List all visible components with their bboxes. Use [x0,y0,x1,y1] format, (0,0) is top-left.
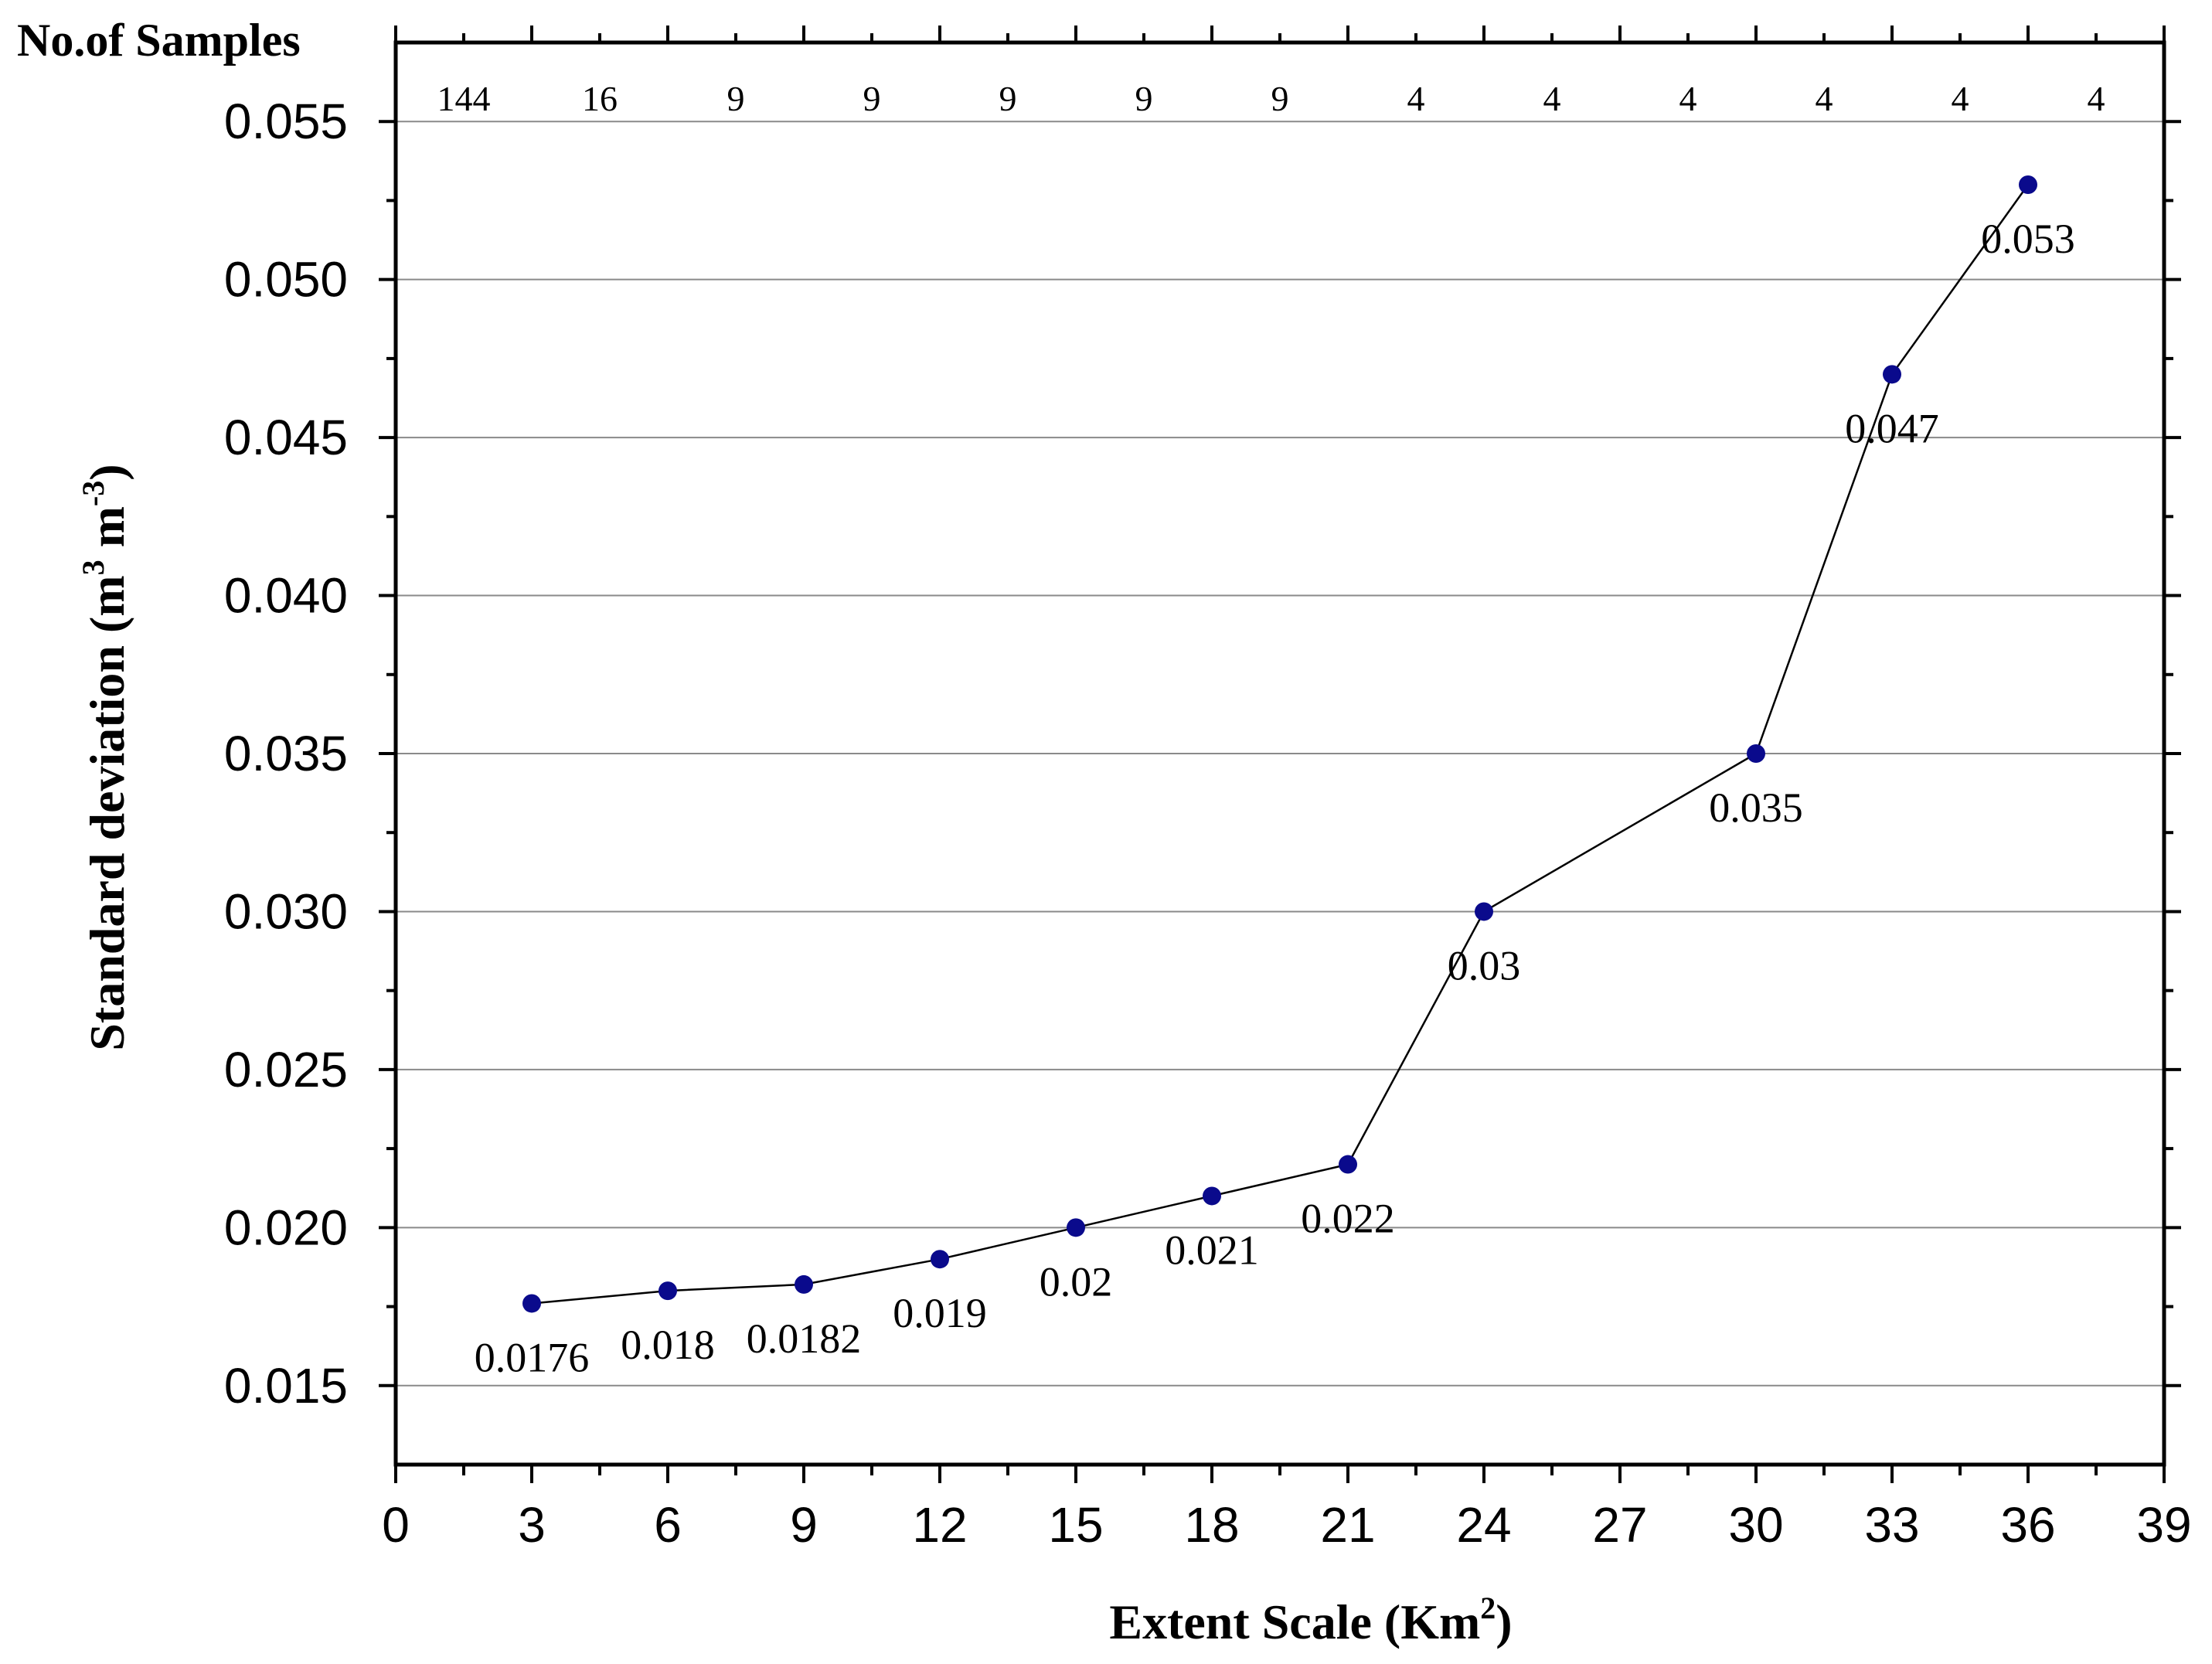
x-tick-label: 6 [654,1497,682,1553]
x-tick-label: 30 [1728,1497,1783,1553]
y-axis-title: Standard deviation (m3 m-3) [76,464,134,1050]
sample-count-label: 4 [2088,79,2105,118]
data-point [795,1274,813,1294]
data-point [1067,1218,1085,1237]
sample-count-label: 4 [1816,79,1833,118]
data-label: 0.0182 [747,1315,862,1362]
data-point [1203,1186,1221,1206]
sample-count-label: 4 [1952,79,1969,118]
sample-count-label: 9 [999,79,1017,118]
y-tick-label: 0.050 [224,252,348,308]
sample-count-labels: 144 16 9 9 9 9 9 4 4 4 4 4 4 [437,79,2105,118]
y-axis-title-superscript-1: 3 [76,560,111,575]
x-tick-label: 39 [2136,1497,2191,1553]
sample-count-label: 4 [1407,79,1425,118]
x-tick-label: 27 [1592,1497,1647,1553]
y-tick-label: 0.055 [224,94,348,149]
y-tick-label: 0.045 [224,410,348,465]
sample-count-label: 9 [1135,79,1153,118]
data-label: 0.02 [1040,1258,1113,1305]
data-point [658,1281,677,1301]
x-tick-label: 0 [382,1497,410,1553]
y-tick-label: 0.025 [224,1042,348,1097]
axis-ticks [379,26,2181,1483]
data-point [522,1294,541,1313]
y-tick-label: 0.030 [224,883,348,939]
y-tick-label: 0.035 [224,726,348,781]
x-axis-title-superscript: 2 [1480,1591,1496,1625]
y-axis-title-main: Standard deviation (m [80,575,134,1050]
data-label: 0.03 [1448,942,1521,989]
y-tick-label: 0.020 [224,1200,348,1255]
y-tick-labels: 0.015 0.020 0.025 0.030 0.035 0.040 0.045 0.050… [224,94,348,1414]
x-tick-label: 3 [518,1497,546,1553]
y-axis-title-superscript-2: -3 [76,481,111,506]
sample-count-label: 16 [582,79,618,118]
data-point [2019,175,2037,194]
x-tick-label: 21 [1320,1497,1375,1553]
sample-count-label: 4 [1679,79,1697,118]
y-axis-title-end: ) [80,464,134,480]
x-tick-label: 12 [912,1497,967,1553]
x-tick-label: 15 [1048,1497,1103,1553]
x-axis-title-end: ) [1496,1594,1512,1649]
y-tick-label: 0.015 [224,1358,348,1414]
x-tick-label: 24 [1456,1497,1511,1553]
data-label: 0.0176 [475,1334,590,1380]
x-tick-label: 36 [2000,1497,2055,1553]
y-tick-label: 0.040 [224,568,348,624]
data-label: 0.053 [1981,216,2075,262]
x-axis-title-main: Extent Scale (Km [1109,1594,1480,1649]
sample-count-label: 9 [727,79,745,118]
plot-frame [393,40,2166,1467]
data-point [931,1250,949,1269]
x-tick-label: 9 [790,1497,818,1553]
data-label: 0.022 [1301,1196,1395,1242]
x-tick-labels: 0 3 6 9 12 15 18 21 24 27 30 33 36 39 [382,1497,2191,1553]
data-label: 0.019 [893,1290,987,1336]
sample-count-label: 4 [1543,79,1561,118]
data-label: 0.018 [621,1322,715,1368]
data-point [1339,1155,1357,1174]
data-label: 0.035 [1709,784,1803,831]
x-tick-label: 18 [1184,1497,1239,1553]
data-points [522,175,2037,1313]
y-axis-title-unit: m [80,506,134,560]
x-axis-title: Extent Scale (Km2) [1109,1591,1512,1649]
data-label: 0.021 [1165,1227,1259,1273]
grid-lines [396,121,2164,1387]
sample-count-label: 9 [863,79,881,118]
data-point [1475,902,1493,921]
sample-count-label: 144 [437,79,491,118]
sample-count-label: 9 [1271,79,1289,118]
data-point [1747,744,1765,763]
x-tick-label: 33 [1864,1497,1919,1553]
data-labels: 0.0176 0.018 0.0182 0.019 0.02 0.021 0.022 0.03… [475,216,2075,1380]
data-label: 0.047 [1845,405,1939,451]
samples-axis-title: No.of Samples [17,15,301,66]
data-point [1883,365,1901,384]
